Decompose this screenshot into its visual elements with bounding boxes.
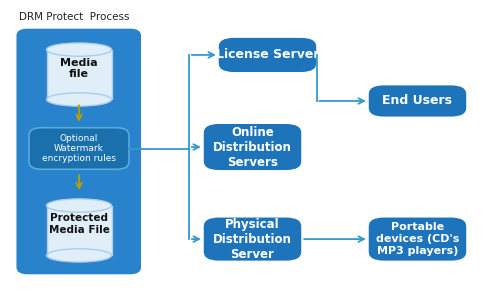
Text: Physical
Distribution
Server: Physical Distribution Server — [213, 218, 292, 260]
Ellipse shape — [46, 93, 112, 106]
FancyBboxPatch shape — [204, 217, 301, 261]
FancyBboxPatch shape — [368, 86, 466, 116]
Text: Online
Distribution
Servers: Online Distribution Servers — [213, 126, 292, 168]
Bar — [46, 206, 112, 255]
Bar — [46, 50, 112, 99]
Ellipse shape — [46, 43, 112, 56]
Ellipse shape — [46, 199, 112, 212]
FancyBboxPatch shape — [219, 38, 316, 72]
Ellipse shape — [46, 249, 112, 262]
Text: Media
file: Media file — [60, 58, 98, 79]
Text: Protected
Media File: Protected Media File — [48, 214, 110, 235]
Text: Portable
devices (CD's
MP3 players): Portable devices (CD's MP3 players) — [376, 222, 459, 256]
Text: End Users: End Users — [382, 94, 452, 108]
FancyBboxPatch shape — [29, 128, 129, 169]
Text: DRM Protect  Process: DRM Protect Process — [19, 12, 130, 22]
Text: License Server: License Server — [216, 48, 320, 61]
FancyBboxPatch shape — [368, 217, 466, 261]
FancyBboxPatch shape — [18, 30, 140, 273]
Text: Optional
Watermark
encryption rules: Optional Watermark encryption rules — [42, 134, 116, 163]
FancyBboxPatch shape — [204, 124, 301, 170]
